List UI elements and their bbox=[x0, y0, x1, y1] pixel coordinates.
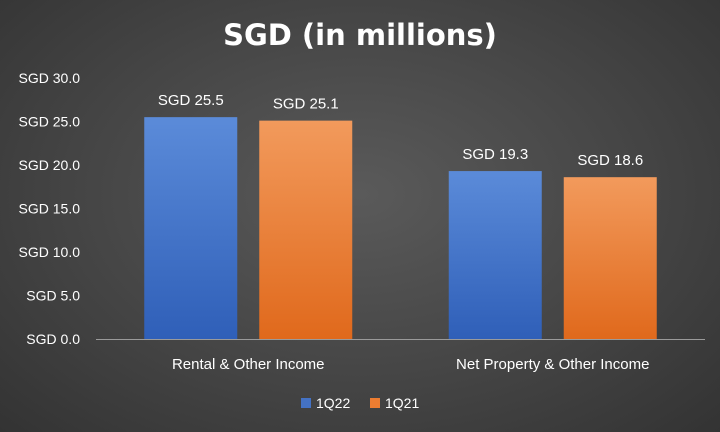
category-label: Net Property & Other Income bbox=[456, 356, 649, 373]
legend-swatch-1q22 bbox=[301, 398, 311, 408]
bar-series-group bbox=[144, 117, 657, 340]
data-label: SGD 25.5 bbox=[158, 92, 224, 109]
y-tick-label: SGD 10.0 bbox=[19, 244, 81, 260]
chart-title: SGD (in millions) bbox=[223, 18, 497, 52]
bar-1q22-2 bbox=[448, 171, 542, 339]
data-label: SGD 25.1 bbox=[273, 96, 339, 113]
y-tick-label: SGD 25.0 bbox=[19, 114, 81, 130]
y-tick-label: SGD 0.0 bbox=[26, 331, 80, 347]
legend-label-1q22: 1Q22 bbox=[316, 395, 350, 411]
bar-1q21-1 bbox=[259, 120, 353, 339]
y-tick-label: SGD 30.0 bbox=[19, 70, 81, 86]
legend-swatch-1q21 bbox=[370, 398, 380, 408]
category-label: Rental & Other Income bbox=[172, 356, 325, 373]
legend-label-1q21: 1Q21 bbox=[385, 395, 419, 411]
y-tick-label: SGD 20.0 bbox=[19, 157, 81, 173]
data-labels-group: SGD 25.5 SGD 25.1 SGD 19.3 SGD 18.6 bbox=[158, 92, 643, 169]
y-tick-label: SGD 15.0 bbox=[19, 201, 81, 217]
y-tick-label: SGD 5.0 bbox=[26, 288, 80, 304]
y-axis-tick-labels: SGD 0.0 SGD 5.0 SGD 10.0 SGD 15.0 SGD 20.0 SG… bbox=[19, 70, 81, 347]
category-labels-group: Rental & Other Income Net Property & Othe… bbox=[172, 356, 650, 373]
data-label: SGD 18.6 bbox=[577, 152, 643, 169]
data-label: SGD 19.3 bbox=[462, 146, 528, 163]
bar-1q21-2 bbox=[563, 177, 657, 339]
legend: 1Q22 1Q21 bbox=[301, 395, 419, 411]
bar-1q22-1 bbox=[144, 117, 238, 340]
